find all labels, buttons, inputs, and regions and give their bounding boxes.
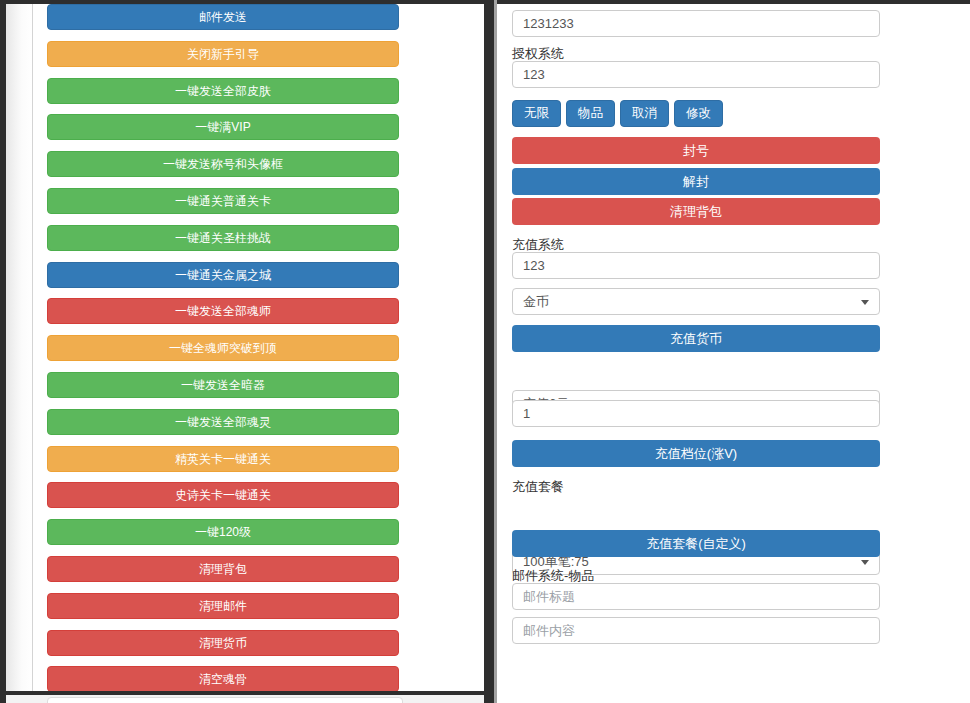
left-action-button[interactable]: 一键通关金属之城 <box>47 262 399 288</box>
left-action-button[interactable]: 清理背包 <box>47 556 399 582</box>
auth-small-button-row: 无限 物品 取消 修改 <box>512 100 880 127</box>
recharge-package-custom-button[interactable]: 充值套餐(自定义) <box>512 530 880 557</box>
currency-select[interactable]: 金币 <box>512 288 880 315</box>
recharge-account-input[interactable] <box>512 252 880 279</box>
left-action-button[interactable]: 关闭新手引导 <box>47 41 399 67</box>
unban-account-button[interactable]: 解封 <box>512 168 880 195</box>
currency-select-value: 金币 <box>523 294 549 309</box>
clear-backpack-button[interactable]: 清理背包 <box>512 198 880 225</box>
left-action-button[interactable]: 一键通关圣柱挑战 <box>47 225 399 251</box>
chevron-down-icon <box>861 300 869 305</box>
left-action-button[interactable]: 一键发送全部魂灵 <box>47 409 399 435</box>
ban-account-button[interactable]: 封号 <box>512 137 880 164</box>
recharge-amount-input[interactable] <box>512 400 880 427</box>
mail-title-input[interactable] <box>512 583 880 610</box>
left-footer-area <box>6 695 484 703</box>
unlimited-button[interactable]: 无限 <box>512 100 561 127</box>
right-panel: 授权系统 无限 物品 取消 修改 封号 解封 清理背包 充值系统 金币 充值货币… <box>497 4 970 703</box>
chevron-down-icon <box>861 560 869 565</box>
left-scroll-gutter[interactable] <box>6 4 33 703</box>
left-action-button[interactable]: 清理货币 <box>47 630 399 656</box>
left-action-button[interactable]: 一键发送全部皮肤 <box>47 78 399 104</box>
cancel-button[interactable]: 取消 <box>620 100 669 127</box>
left-action-button[interactable]: 一键满VIP <box>47 114 399 140</box>
next-content-card <box>47 697 403 703</box>
recharge-tier-button[interactable]: 充值档位(涨V) <box>512 440 880 467</box>
recharge-package-label: 充值套餐 <box>512 478 880 496</box>
mail-content-input[interactable] <box>512 617 880 644</box>
left-action-button[interactable]: 一键120级 <box>47 519 399 545</box>
window-divider <box>484 0 497 703</box>
left-action-button[interactable]: 邮件发送 <box>47 4 399 30</box>
account-id-input[interactable] <box>512 10 880 37</box>
screen: 邮件发送关闭新手引导一键发送全部皮肤一键满VIP 一键发送称号和头像框一键通关普通… <box>0 0 970 703</box>
left-action-button[interactable]: 精英关卡一键通关 <box>47 446 399 472</box>
left-action-button[interactable]: 一键全魂师突破到顶 <box>47 335 399 361</box>
recharge-currency-button[interactable]: 充值货币 <box>512 325 880 352</box>
left-action-button[interactable]: 一键发送称号和头像框 <box>47 151 399 177</box>
left-action-button[interactable]: 一键发送全暗器 <box>47 372 399 398</box>
items-button[interactable]: 物品 <box>566 100 615 127</box>
left-action-button[interactable]: 史诗关卡一键通关 <box>47 482 399 508</box>
left-action-button[interactable]: 清理邮件 <box>47 593 399 619</box>
left-action-button-list: 邮件发送关闭新手引导一键发送全部皮肤一键满VIP 一键发送称号和头像框一键通关普通… <box>47 4 399 692</box>
modify-button[interactable]: 修改 <box>674 100 723 127</box>
left-action-button[interactable]: 一键发送全部魂师 <box>47 298 399 324</box>
left-action-button[interactable]: 清空魂骨 <box>47 666 399 692</box>
auth-code-input[interactable] <box>512 61 880 88</box>
left-action-button[interactable]: 一键通关普通关卡 <box>47 188 399 214</box>
left-panel: 邮件发送关闭新手引导一键发送全部皮肤一键满VIP 一键发送称号和头像框一键通关普通… <box>34 4 484 703</box>
